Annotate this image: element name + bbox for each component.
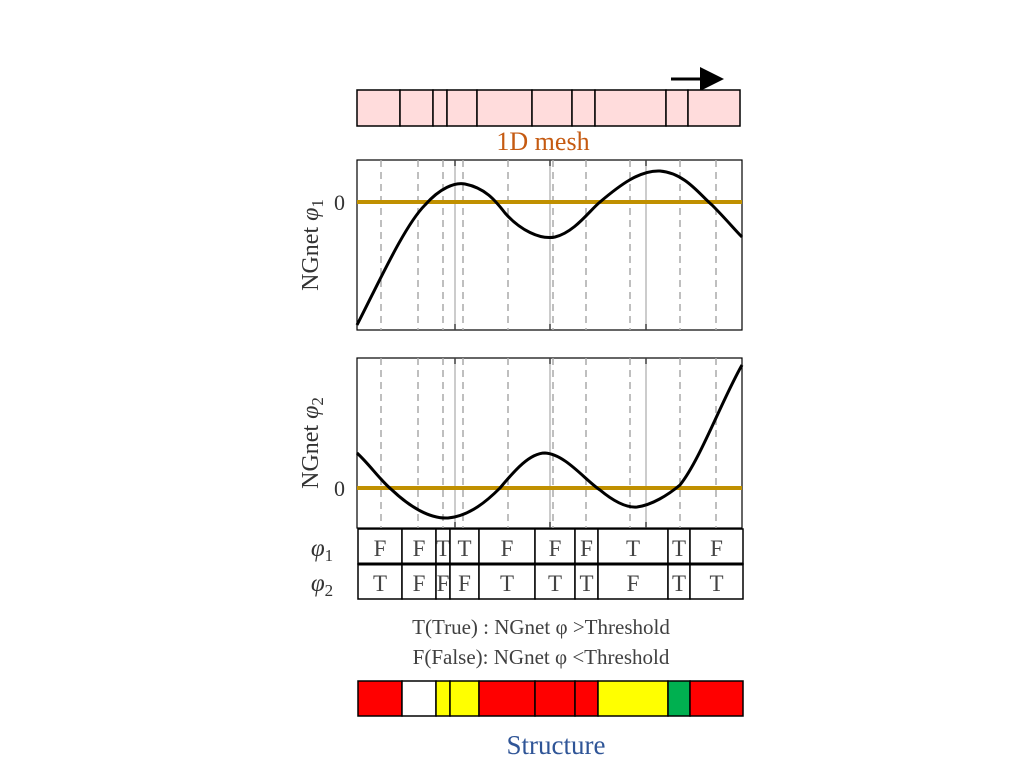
phi-symbol: φ: [298, 208, 324, 221]
structure-cell: [357, 680, 403, 717]
table-cell-value: F: [580, 536, 593, 561]
table-cell-value: T: [373, 571, 387, 596]
row-label-subscript: 1: [325, 546, 334, 565]
table-cell: [357, 528, 403, 565]
table-cell-value: F: [413, 571, 426, 596]
table-cell-value: T: [672, 571, 686, 596]
y-axis-label: NGnet φ1: [298, 199, 327, 291]
mesh-cell: [446, 89, 478, 127]
structure-cell: [401, 680, 437, 717]
ngnet-curve: [355, 169, 744, 326]
table-cell: [449, 563, 480, 600]
structure-cell: [478, 680, 536, 717]
legend-false: F(False): NGnet φ <Threshold: [413, 645, 670, 669]
structure-cell: [597, 680, 669, 717]
mesh-cell: [476, 89, 533, 127]
legend-true: T(True) : NGnet φ >Threshold: [412, 615, 670, 639]
mesh-cell: [399, 89, 434, 127]
structure-cell: [689, 680, 744, 717]
plot-phi1: 0 NGnet φ1: [298, 159, 744, 331]
truth-table: φ1 F F T T F F F T T Fφ2 T F F F T T T F T T: [311, 528, 744, 600]
mesh-cell: [531, 89, 573, 127]
table-cell-value: F: [437, 571, 450, 596]
y-axis-label: NGnet φ2: [298, 397, 327, 489]
table-cell-value: T: [709, 571, 723, 596]
mesh-cell: [665, 89, 689, 127]
table-cell-value: T: [500, 571, 514, 596]
structure-cell: [534, 680, 576, 717]
table-cell-value: T: [626, 536, 640, 561]
table-cell: [478, 563, 536, 600]
row-label-subscript: 2: [325, 581, 334, 600]
table-cell-value: T: [579, 571, 593, 596]
zero-label: 0: [334, 190, 345, 215]
table-cell-value: T: [457, 536, 471, 561]
table-cell-value: T: [548, 571, 562, 596]
structure-cell: [435, 680, 451, 717]
mesh-cell: [571, 89, 596, 127]
ngnet-curve: [355, 364, 744, 520]
table-cell-value: F: [710, 536, 723, 561]
structure-label: Structure: [507, 730, 606, 760]
table-cell-value: F: [374, 536, 387, 561]
mesh-label: 1D mesh: [496, 127, 589, 156]
structure-cell: [449, 680, 480, 717]
table-cell-value: T: [436, 536, 450, 561]
phi-subscript: 1: [308, 199, 327, 208]
table-cell: [478, 528, 536, 565]
mesh-cell: [432, 89, 448, 127]
ylabel-text: NGnet: [298, 419, 324, 489]
mesh-bar: [356, 89, 741, 127]
table-cell-value: F: [549, 536, 562, 561]
table-cell-value: T: [672, 536, 686, 561]
table-cell-value: F: [627, 571, 640, 596]
phi-symbol: φ: [298, 406, 324, 419]
structure-cell: [574, 680, 599, 717]
structure-bar: [357, 680, 744, 717]
table-cell-value: F: [458, 571, 471, 596]
mesh-cell: [687, 89, 741, 127]
table-cell-value: F: [413, 536, 426, 561]
row-label: φ2: [311, 570, 333, 600]
mesh-cell: [356, 89, 401, 127]
structure-cell: [667, 680, 691, 717]
table-cell-value: F: [501, 536, 514, 561]
plot-phi2: 0 NGnet φ2: [298, 357, 744, 529]
phi-subscript: 2: [308, 397, 327, 406]
row-label: φ1: [311, 535, 333, 565]
ylabel-text: NGnet: [298, 221, 324, 291]
zero-label: 0: [334, 476, 345, 501]
mesh-cell: [594, 89, 667, 127]
